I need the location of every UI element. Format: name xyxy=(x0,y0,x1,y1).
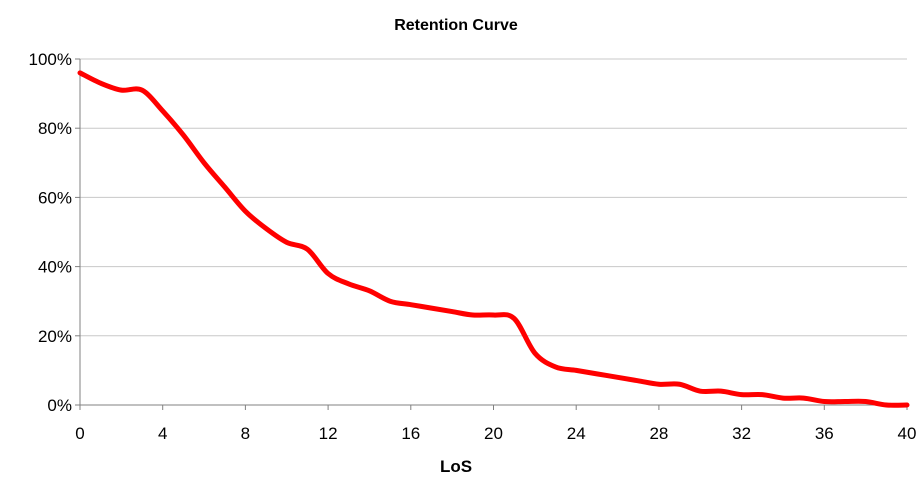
y-tick-label: 80% xyxy=(38,119,72,138)
x-tick-labels: 0 4 8 12 16 20 24 28 32 36 40 xyxy=(75,424,916,443)
x-tick-label: 36 xyxy=(815,424,834,443)
y-tick-label: 60% xyxy=(38,188,72,207)
x-tick-label: 32 xyxy=(732,424,751,443)
x-tick-label: 4 xyxy=(158,424,167,443)
y-tick-label: 0% xyxy=(47,396,72,415)
x-tick-label: 28 xyxy=(649,424,668,443)
series-line xyxy=(80,73,907,405)
axes xyxy=(75,59,907,410)
y-tick-label: 100% xyxy=(29,50,72,69)
x-tick-label: 24 xyxy=(567,424,586,443)
x-tick-label: 12 xyxy=(319,424,338,443)
x-tick-label: 20 xyxy=(484,424,503,443)
x-axis-label: LoS xyxy=(440,457,472,476)
chart-title: Retention Curve xyxy=(394,17,518,34)
gridlines xyxy=(80,59,907,336)
y-tick-label: 20% xyxy=(38,327,72,346)
x-tick-label: 40 xyxy=(898,424,917,443)
x-tick-label: 16 xyxy=(401,424,420,443)
series-layer xyxy=(80,73,907,405)
y-tick-labels: 0% 20% 40% 60% 80% 100% xyxy=(29,50,72,415)
x-tick-label: 8 xyxy=(241,424,250,443)
y-tick-label: 40% xyxy=(38,258,72,277)
x-tick-label: 0 xyxy=(75,424,84,443)
